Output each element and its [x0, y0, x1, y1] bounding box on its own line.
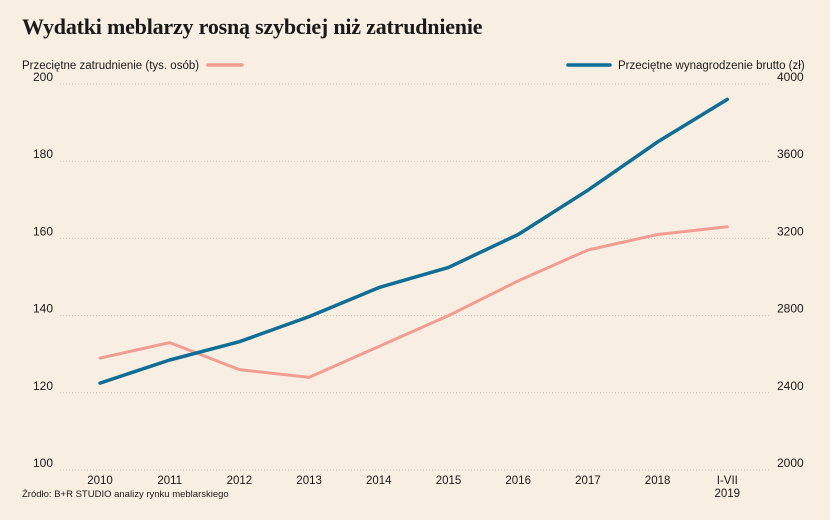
x-tick-label: 2013 — [296, 475, 322, 487]
left-tick-label: 160 — [33, 224, 53, 238]
left-tick-label: 200 — [33, 70, 53, 84]
source-note: Źródło: B+R STUDIO analizy rynku meblars… — [22, 489, 229, 500]
left-axis-ticks: 100 120 140 160 180 200 — [33, 70, 53, 470]
right-tick-label: 3200 — [777, 224, 804, 238]
chart-title: Wydatki meblarzy rosną szybciej niż zatr… — [22, 14, 483, 39]
right-axis-ticks: 2000 2400 2800 3200 3600 4000 — [777, 70, 804, 470]
right-tick-label: 2000 — [777, 456, 804, 470]
left-tick-label: 140 — [33, 302, 53, 316]
right-tick-label: 2400 — [777, 379, 804, 393]
x-tick-label: 2011 — [157, 475, 182, 487]
x-tick-label: I-VII — [717, 475, 738, 487]
x-tick-label: 2014 — [366, 475, 392, 487]
x-tick-label: 2015 — [436, 475, 462, 487]
right-tick-label: 2800 — [777, 302, 804, 316]
legend-label-wage: Przeciętne wynagrodzenie brutto (zł) — [618, 60, 805, 72]
x-tick-label: 2012 — [227, 475, 253, 487]
left-tick-label: 120 — [33, 379, 53, 393]
x-tick-label: 2019 — [715, 488, 741, 500]
x-tick-label: 2010 — [87, 475, 113, 487]
right-tick-label: 4000 — [777, 70, 804, 84]
right-tick-label: 3600 — [777, 147, 804, 161]
legend-label-employment: Przeciętne zatrudnienie (tys. osób) — [22, 60, 199, 72]
gridlines — [60, 83, 770, 471]
x-tick-label: 2017 — [575, 475, 601, 487]
legend: Przeciętne zatrudnienie (tys. osób) Przec… — [22, 60, 805, 72]
left-tick-label: 100 — [33, 456, 53, 470]
x-tick-label: 2018 — [645, 475, 671, 487]
employment-series-line — [98, 225, 729, 379]
left-tick-label: 180 — [33, 147, 53, 161]
series-lines — [98, 97, 730, 385]
x-axis-ticks: 2010 2011 2012 2013 2014 2015 2016 2017 2018 I-VI… — [87, 475, 740, 500]
wage-series-line — [98, 97, 730, 385]
x-tick-label: 2016 — [505, 475, 531, 487]
